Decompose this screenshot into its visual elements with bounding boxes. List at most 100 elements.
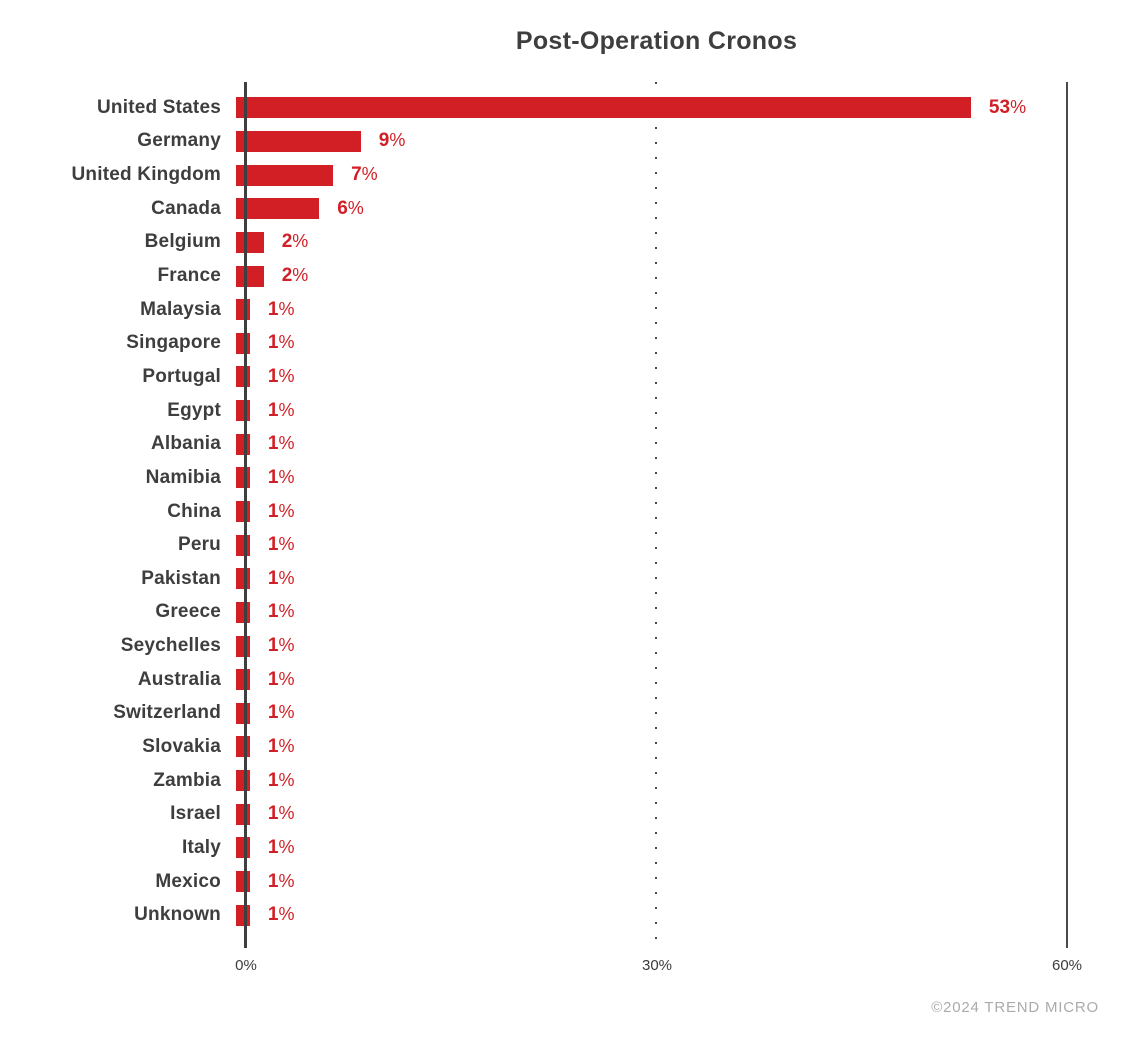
bar-track: 1% <box>233 528 1068 562</box>
bar-track: 1% <box>233 427 1068 461</box>
chart-row-greece: Greece 1% <box>0 596 1068 630</box>
bar-track: 1% <box>233 562 1068 596</box>
bar-track: 1% <box>233 596 1068 630</box>
value-label-greece: 1% <box>267 601 295 623</box>
value-label-united-kingdom: 7% <box>351 164 378 186</box>
chart-row-unknown: Unknown 1% <box>0 898 1068 932</box>
category-label-germany: Germany <box>137 130 221 152</box>
bar-malaysia[interactable] <box>236 299 250 321</box>
value-label-peru: 1% <box>267 534 295 556</box>
category-label-united-kingdom: United Kingdom <box>71 164 221 186</box>
bar-pakistan[interactable] <box>236 568 250 590</box>
chart-row-switzerland: Switzerland 1% <box>0 697 1068 731</box>
bar-track: 1% <box>233 797 1068 831</box>
chart-rows: United States 53% Germany 9% United Kingdom 7… <box>0 82 1068 941</box>
chart-row-albania: Albania 1% <box>0 427 1068 461</box>
chart-row-italy: Italy 1% <box>0 831 1068 865</box>
value-label-pakistan: 1% <box>267 567 295 589</box>
bar-peru[interactable] <box>236 534 250 556</box>
bar-track: 7% <box>233 158 1068 192</box>
bar-namibia[interactable] <box>236 467 250 489</box>
bar-egypt[interactable] <box>236 400 250 422</box>
category-label-portugal: Portugal <box>142 365 221 387</box>
value-label-united-states: 53% <box>988 96 1027 118</box>
bar-track: 1% <box>233 865 1068 899</box>
y-axis-line <box>244 82 247 948</box>
category-label-seychelles: Seychelles <box>120 635 221 657</box>
chart-row-pakistan: Pakistan 1% <box>0 562 1068 596</box>
category-label-albania: Albania <box>150 433 221 455</box>
bar-track: 1% <box>233 394 1068 428</box>
chart-row-israel: Israel 1% <box>0 797 1068 831</box>
category-label-mexico: Mexico <box>155 870 221 892</box>
bar-seychelles[interactable] <box>236 635 250 657</box>
bar-united-states[interactable] <box>236 97 971 119</box>
chart-row-peru: Peru 1% <box>0 528 1068 562</box>
bar-zambia[interactable] <box>236 770 250 792</box>
bar-track: 1% <box>233 898 1068 932</box>
bar-canada[interactable] <box>236 198 320 220</box>
category-label-canada: Canada <box>151 197 221 219</box>
gridline-30pct <box>655 82 657 941</box>
category-label-china: China <box>167 500 221 522</box>
category-label-france: France <box>157 265 221 287</box>
bar-united-kingdom[interactable] <box>236 164 334 186</box>
category-label-greece: Greece <box>155 601 221 623</box>
value-label-seychelles: 1% <box>267 635 295 657</box>
bar-track: 1% <box>233 663 1068 697</box>
bar-track: 1% <box>233 730 1068 764</box>
value-label-belgium: 2% <box>281 231 309 253</box>
category-label-slovakia: Slovakia <box>142 735 221 757</box>
bar-italy[interactable] <box>236 837 250 859</box>
bar-switzerland[interactable] <box>236 702 250 724</box>
bar-unknown[interactable] <box>236 904 250 926</box>
bar-chart: United States 53% Germany 9% United Kingdom 7… <box>0 82 1068 948</box>
value-label-zambia: 1% <box>267 769 295 791</box>
category-label-egypt: Egypt <box>167 399 221 421</box>
bar-mexico[interactable] <box>236 871 250 893</box>
bar-track: 53% <box>233 91 1068 125</box>
value-label-france: 2% <box>281 265 309 287</box>
value-label-unknown: 1% <box>267 904 295 926</box>
bar-germany[interactable] <box>236 130 361 152</box>
category-label-united-states: United States <box>96 96 221 118</box>
value-label-china: 1% <box>267 500 295 522</box>
value-label-singapore: 1% <box>267 332 295 354</box>
category-label-zambia: Zambia <box>153 769 221 791</box>
bar-portugal[interactable] <box>236 366 250 388</box>
x-tick-30: 30% <box>641 957 673 974</box>
category-label-namibia: Namibia <box>145 466 221 488</box>
chart-row-portugal: Portugal 1% <box>0 360 1068 394</box>
value-label-italy: 1% <box>267 836 295 858</box>
chart-row-zambia: Zambia 1% <box>0 764 1068 798</box>
value-label-australia: 1% <box>267 668 295 690</box>
category-label-israel: Israel <box>170 803 221 825</box>
bar-singapore[interactable] <box>236 332 250 354</box>
category-label-unknown: Unknown <box>134 904 221 926</box>
bar-china[interactable] <box>236 501 250 522</box>
chart-row-seychelles: Seychelles 1% <box>0 629 1068 663</box>
value-label-albania: 1% <box>267 433 295 455</box>
bar-france[interactable] <box>236 265 264 287</box>
bar-greece[interactable] <box>236 601 250 623</box>
category-label-australia: Australia <box>137 668 221 690</box>
bar-israel[interactable] <box>236 803 250 825</box>
bar-track: 1% <box>233 495 1068 529</box>
chart-row-france: France 2% <box>0 259 1068 293</box>
bar-track: 6% <box>233 192 1068 226</box>
chart-row-slovakia: Slovakia 1% <box>0 730 1068 764</box>
bar-track: 1% <box>233 629 1068 663</box>
bar-albania[interactable] <box>236 433 250 455</box>
bar-australia[interactable] <box>236 669 250 691</box>
chart-row-malaysia: Malaysia 1% <box>0 293 1068 327</box>
bar-track: 1% <box>233 360 1068 394</box>
chart-row-canada: Canada 6% <box>0 192 1068 226</box>
bar-belgium[interactable] <box>236 231 264 253</box>
bar-slovakia[interactable] <box>236 736 250 758</box>
chart-title: Post-Operation Cronos <box>515 27 798 55</box>
category-label-singapore: Singapore <box>126 332 221 354</box>
bar-track: 9% <box>233 125 1068 159</box>
chart-row-namibia: Namibia 1% <box>0 461 1068 495</box>
value-label-egypt: 1% <box>267 399 295 421</box>
